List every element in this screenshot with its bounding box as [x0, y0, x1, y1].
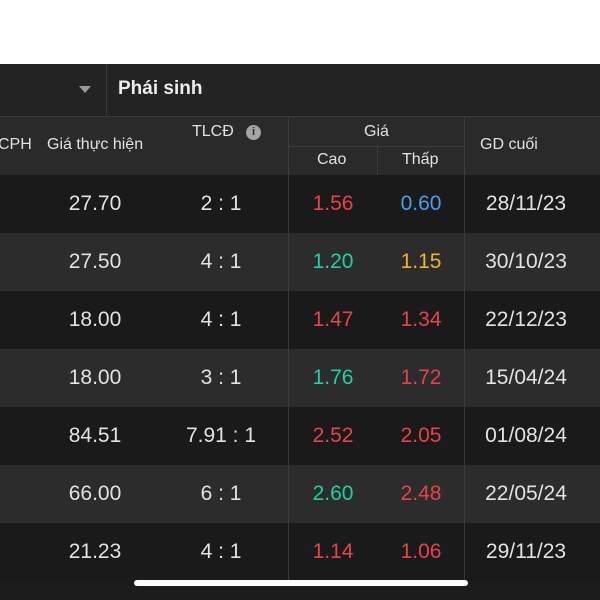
last-trading-day-cell: 29/11/23	[485, 540, 567, 563]
conversion-ratio-cell: 4 : 1	[200, 250, 242, 273]
last-trading-day-cell: 01/08/24	[485, 424, 567, 447]
column-divider	[288, 175, 289, 233]
last-trading-day-cell: 22/12/23	[485, 308, 567, 331]
high-price-cell: 1.20	[312, 250, 354, 273]
column-divider	[464, 523, 465, 581]
last-trading-day-cell: 22/05/24	[485, 482, 567, 505]
header-divider	[288, 146, 464, 147]
column-divider	[464, 175, 465, 233]
strike-price-cell: 21.23	[68, 540, 122, 563]
conversion-ratio-cell: 7.91 : 1	[185, 424, 257, 447]
low-price-cell: 1.34	[400, 308, 442, 331]
conversion-ratio-cell: 4 : 1	[200, 308, 242, 331]
high-price-cell: 2.52	[312, 424, 354, 447]
high-price-cell: 1.76	[312, 366, 354, 389]
low-price-cell: 2.05	[400, 424, 442, 447]
table-row[interactable]: 27.50 4 : 1 1.20 1.15 30/10/23	[0, 233, 600, 291]
column-divider	[464, 465, 465, 523]
strike-price-cell: 18.00	[68, 366, 122, 389]
strike-price-cell: 27.70	[68, 192, 122, 215]
info-icon[interactable]: i	[246, 125, 261, 140]
column-divider	[288, 233, 289, 291]
conversion-ratio-cell: 2 : 1	[200, 192, 242, 215]
high-price-cell: 1.56	[312, 192, 354, 215]
header-issuer[interactable]: CPH	[0, 136, 32, 153]
market-dropdown[interactable]	[0, 64, 107, 116]
strike-price-cell: 66.00	[68, 482, 122, 505]
strike-price-cell: 27.50	[68, 250, 122, 273]
header-high[interactable]: Cao	[317, 151, 347, 168]
header-strike-price[interactable]: Giá thực hiện	[47, 136, 144, 153]
header-last-trading-day[interactable]: GD cuối	[480, 136, 538, 153]
tab-derivatives[interactable]: Phái sinh	[118, 78, 203, 99]
column-divider	[288, 291, 289, 349]
low-price-cell: 1.15	[400, 250, 442, 273]
table-row[interactable]: 18.00 4 : 1 1.47 1.34 22/12/23	[0, 291, 600, 349]
strike-price-cell: 84.51	[68, 424, 122, 447]
warrant-table-screen: Phái sinh CPH Giá thực hiện TLCĐ i Giá C…	[0, 64, 600, 600]
column-divider	[464, 117, 465, 175]
table-row[interactable]: 27.70 2 : 1 1.56 0.60 28/11/23	[0, 175, 600, 233]
status-area	[0, 0, 600, 64]
column-divider	[377, 147, 378, 175]
filter-bar: Phái sinh	[0, 64, 600, 117]
column-divider	[288, 465, 289, 523]
header-conversion-ratio[interactable]: TLCĐ	[192, 123, 234, 140]
conversion-ratio-cell: 6 : 1	[200, 482, 242, 505]
high-price-cell: 1.14	[312, 540, 354, 563]
header-price-group: Giá	[364, 123, 389, 140]
header-low[interactable]: Thấp	[402, 151, 439, 168]
home-indicator[interactable]	[134, 580, 468, 586]
last-trading-day-cell: 15/04/24	[485, 366, 567, 389]
column-divider	[464, 291, 465, 349]
table-row[interactable]: 84.51 7.91 : 1 2.52 2.05 01/08/24	[0, 407, 600, 465]
last-trading-day-cell: 30/10/23	[485, 250, 567, 273]
column-divider	[288, 407, 289, 465]
column-divider	[288, 523, 289, 581]
high-price-cell: 2.60	[312, 482, 354, 505]
strike-price-cell: 18.00	[68, 308, 122, 331]
high-price-cell: 1.47	[312, 308, 354, 331]
conversion-ratio-cell: 3 : 1	[200, 366, 242, 389]
low-price-cell: 1.06	[400, 540, 442, 563]
column-divider	[464, 407, 465, 465]
last-trading-day-cell: 28/11/23	[485, 192, 567, 215]
chevron-down-icon	[79, 86, 91, 93]
column-divider	[464, 349, 465, 407]
low-price-cell: 2.48	[400, 482, 442, 505]
table-row[interactable]: 18.00 3 : 1 1.76 1.72 15/04/24	[0, 349, 600, 407]
column-divider	[288, 349, 289, 407]
conversion-ratio-cell: 4 : 1	[200, 540, 242, 563]
low-price-cell: 0.60	[400, 192, 442, 215]
low-price-cell: 1.72	[400, 366, 442, 389]
table-header: CPH Giá thực hiện TLCĐ i Giá Cao Thấp GD…	[0, 117, 600, 175]
column-divider	[464, 233, 465, 291]
table-row[interactable]: 21.23 4 : 1 1.14 1.06 29/11/23	[0, 523, 600, 581]
table-row[interactable]: 66.00 6 : 1 2.60 2.48 22/05/24	[0, 465, 600, 523]
